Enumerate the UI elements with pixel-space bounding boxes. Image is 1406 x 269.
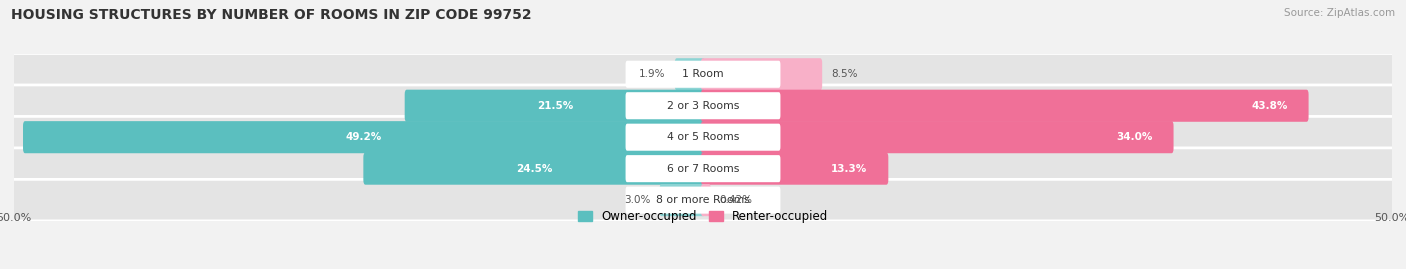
FancyBboxPatch shape [405,90,704,122]
FancyBboxPatch shape [10,54,1396,95]
FancyBboxPatch shape [10,148,1396,189]
Text: 13.3%: 13.3% [831,164,868,174]
Text: 3.0%: 3.0% [624,195,651,205]
FancyBboxPatch shape [702,184,711,216]
Text: 0.42%: 0.42% [720,195,752,205]
Text: HOUSING STRUCTURES BY NUMBER OF ROOMS IN ZIP CODE 99752: HOUSING STRUCTURES BY NUMBER OF ROOMS IN… [11,8,531,22]
FancyBboxPatch shape [10,85,1396,126]
FancyBboxPatch shape [626,92,780,119]
FancyBboxPatch shape [10,116,1396,158]
Text: Source: ZipAtlas.com: Source: ZipAtlas.com [1284,8,1395,18]
Text: 24.5%: 24.5% [516,164,553,174]
FancyBboxPatch shape [675,58,704,90]
Text: 2 or 3 Rooms: 2 or 3 Rooms [666,101,740,111]
FancyBboxPatch shape [702,58,823,90]
FancyBboxPatch shape [10,179,1396,221]
Legend: Owner-occupied, Renter-occupied: Owner-occupied, Renter-occupied [572,206,834,228]
FancyBboxPatch shape [659,184,704,216]
FancyBboxPatch shape [626,155,780,182]
FancyBboxPatch shape [702,153,889,185]
FancyBboxPatch shape [626,187,780,214]
Text: 34.0%: 34.0% [1116,132,1153,142]
Text: 1.9%: 1.9% [640,69,666,79]
Text: 8.5%: 8.5% [831,69,858,79]
Text: 4 or 5 Rooms: 4 or 5 Rooms [666,132,740,142]
Text: 21.5%: 21.5% [537,101,574,111]
Text: 8 or more Rooms: 8 or more Rooms [657,195,749,205]
Text: 43.8%: 43.8% [1251,101,1288,111]
FancyBboxPatch shape [702,90,1309,122]
Text: 50.0%: 50.0% [1374,213,1406,223]
FancyBboxPatch shape [22,121,704,153]
Text: 1 Room: 1 Room [682,69,724,79]
Text: 50.0%: 50.0% [0,213,32,223]
Text: 49.2%: 49.2% [346,132,382,142]
FancyBboxPatch shape [363,153,704,185]
FancyBboxPatch shape [702,121,1174,153]
FancyBboxPatch shape [626,61,780,88]
Text: 6 or 7 Rooms: 6 or 7 Rooms [666,164,740,174]
FancyBboxPatch shape [626,124,780,151]
